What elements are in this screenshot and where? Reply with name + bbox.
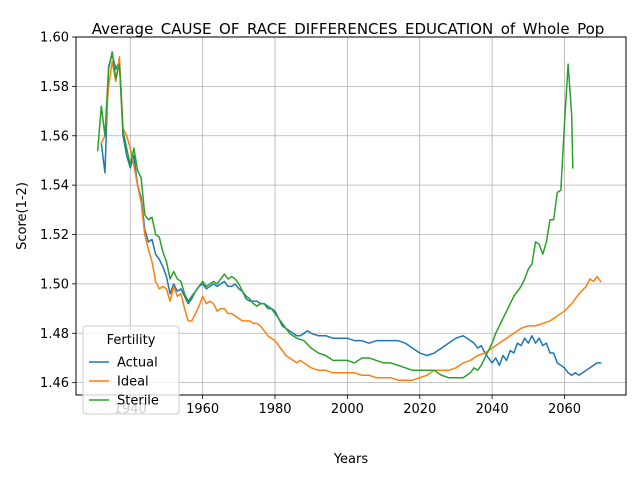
- legend-title: Fertility: [107, 333, 156, 348]
- y-tick-label: 1.46: [40, 376, 69, 391]
- x-axis-title: Years: [333, 452, 369, 467]
- series-line-ideal: [100, 56, 602, 381]
- x-tick-label: 2020: [403, 402, 436, 417]
- y-axis-title: Score(1-2): [15, 182, 30, 250]
- y-tick-label: 1.58: [40, 80, 69, 95]
- legend-entries: Actual Ideal Sterile: [89, 356, 159, 409]
- legend-box: [82, 325, 180, 415]
- x-tick-label: 2060: [548, 402, 581, 417]
- plot-frame: [75, 36, 627, 396]
- chart-title: Average_CAUSE_OF_RACE_DIFFERENCES_EDUCAT…: [92, 20, 605, 39]
- legend: Fertility Actual Ideal Sterile: [82, 325, 180, 415]
- x-tick-label: 2040: [476, 402, 509, 417]
- y-tick-label: 1.52: [40, 228, 69, 243]
- y-tick-label: 1.50: [40, 277, 69, 292]
- x-tick-label: 1980: [258, 402, 291, 417]
- series-line-sterile: [96, 51, 574, 379]
- y-tick-label: 1.56: [40, 129, 69, 144]
- y-tick-label: 1.48: [40, 327, 69, 342]
- x-tick-label: 2000: [331, 402, 364, 417]
- legend-label-actual: Actual: [117, 356, 158, 371]
- legend-label-sterile: Sterile: [117, 394, 159, 409]
- y-tick-label: 1.54: [40, 179, 69, 194]
- x-tick-label: 1960: [186, 402, 219, 417]
- y-tick-label: 1.60: [40, 31, 69, 46]
- series-line-actual: [100, 53, 602, 376]
- series-lines: [96, 51, 602, 381]
- legend-label-ideal: Ideal: [117, 375, 149, 390]
